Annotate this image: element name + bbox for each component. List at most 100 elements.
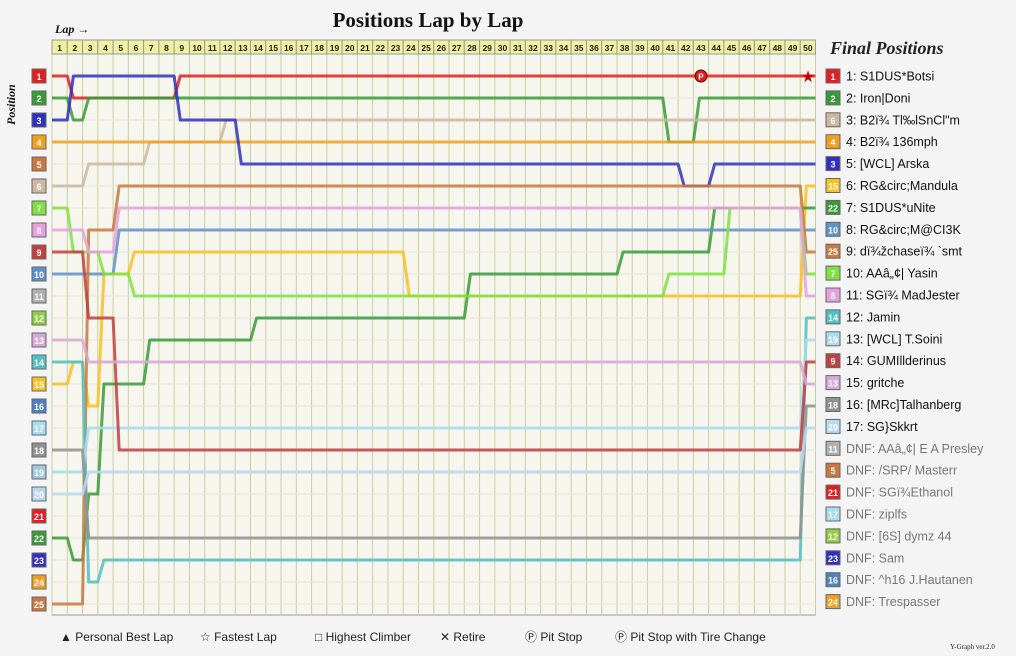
final-position-row: 23 DNF: Sam bbox=[825, 550, 904, 566]
final-position-label: DNF: Sam bbox=[846, 551, 904, 565]
final-number-label: 7 bbox=[830, 269, 835, 279]
final-position-row: 11 DNF: AAâ„¢| E A Presley bbox=[825, 440, 984, 456]
final-number-label: 24 bbox=[828, 598, 838, 608]
final-position-row: 19 13: [WCL] T.Soini bbox=[825, 331, 942, 347]
grid-badge bbox=[31, 486, 47, 502]
final-position-row: 24 DNF: Trespasser bbox=[825, 594, 940, 610]
final-number-badge bbox=[825, 178, 841, 193]
lap-tick-label: 47 bbox=[757, 43, 767, 53]
final-number-badge bbox=[825, 397, 841, 412]
final-number-badge bbox=[825, 594, 841, 610]
final-position-label: 13: [WCL] T.Soini bbox=[846, 332, 942, 346]
grid-badge bbox=[31, 90, 47, 106]
lap-tick-label: 13 bbox=[238, 43, 248, 53]
final-position-label: 6: RG&circ;Mandula bbox=[846, 179, 958, 193]
lap-tick-label: 27 bbox=[452, 43, 462, 53]
final-position-row: 5 DNF: /SRP/ Masterr bbox=[825, 462, 957, 478]
final-number-badge bbox=[825, 287, 841, 303]
final-number-badge bbox=[825, 528, 841, 544]
grid-position-label: 25 bbox=[34, 600, 44, 610]
final-number-badge bbox=[825, 418, 841, 434]
lap-tick-label: 14 bbox=[253, 43, 263, 53]
retire-legend: ✕ Retire bbox=[440, 630, 486, 644]
lap-tick-label: 29 bbox=[482, 43, 492, 53]
final-position-row: 3 5: [WCL] Arska bbox=[825, 156, 929, 172]
lap-tick-label: 32 bbox=[528, 43, 538, 53]
final-position-label: 7: S1DUS*uNite bbox=[846, 201, 936, 215]
lap-tick-label: 10 bbox=[192, 43, 202, 53]
final-number-label: 6 bbox=[830, 116, 835, 126]
lap-tick-label: 6 bbox=[134, 43, 139, 53]
lap-tick-label: 3 bbox=[88, 43, 93, 53]
lap-tick-label: 48 bbox=[773, 43, 783, 53]
lap-tick-label: 38 bbox=[620, 43, 630, 53]
final-number-label: 25 bbox=[828, 247, 838, 257]
final-number-label: 11 bbox=[828, 444, 838, 454]
grid-position-label: 7 bbox=[36, 204, 41, 214]
grid-badge bbox=[31, 156, 47, 172]
series-line bbox=[52, 206, 816, 562]
grid-badge bbox=[31, 420, 47, 436]
pit-stop-label: P bbox=[698, 73, 704, 82]
grid-badge bbox=[31, 398, 47, 414]
series-line bbox=[52, 206, 816, 298]
series-line bbox=[52, 426, 816, 496]
final-position-label: DNF: AAâ„¢| E A Presley bbox=[846, 442, 984, 456]
grid-position-label: 2 bbox=[36, 94, 41, 104]
lap-tick-label: 21 bbox=[360, 43, 370, 53]
version-label: Y-Graph ver.2.0 bbox=[950, 643, 995, 651]
final-number-badge bbox=[825, 572, 841, 588]
grid-badge bbox=[31, 442, 47, 458]
series-line bbox=[52, 206, 816, 298]
final-number-badge bbox=[825, 550, 841, 566]
final-number-label: 15 bbox=[828, 182, 838, 192]
final-position-row: 21 DNF: SGï¾Ethanol bbox=[825, 484, 953, 500]
pit-stop-tire-legend: Ⓟ Pit Stop with Tire Change bbox=[615, 630, 766, 644]
series-line bbox=[52, 228, 816, 276]
lap-tick-label: 46 bbox=[742, 43, 752, 53]
grid-badge bbox=[31, 596, 47, 612]
final-number-label: 18 bbox=[828, 401, 838, 411]
final-position-label: DNF: Trespasser bbox=[846, 595, 940, 609]
series-line bbox=[52, 404, 816, 540]
grid-position-label: 15 bbox=[34, 380, 44, 390]
final-position-row: 8 11: SGï¾ MadJester bbox=[825, 287, 960, 303]
highest-climber-legend: □ Highest Climber bbox=[315, 630, 411, 644]
final-position-label: 3: B2ï¾ Tl‰lSnCl"m bbox=[846, 113, 960, 127]
x-axis-label: Lap → bbox=[55, 22, 90, 36]
final-number-label: 1 bbox=[830, 72, 835, 82]
final-position-label: 5: [WCL] Arska bbox=[846, 157, 929, 171]
final-position-label: 4: B2ï¾ 136mph bbox=[846, 135, 938, 149]
grid-position-label: 12 bbox=[34, 314, 44, 324]
grid-badge bbox=[31, 464, 47, 480]
lap-tick-label: 40 bbox=[650, 43, 660, 53]
grid-position-label: 22 bbox=[34, 534, 44, 544]
lap-tick-label: 7 bbox=[149, 43, 154, 53]
lap-tick-label: 33 bbox=[544, 43, 554, 53]
final-number-label: 2 bbox=[830, 94, 835, 104]
final-position-row: 6 3: B2ï¾ Tl‰lSnCl"m bbox=[825, 112, 960, 128]
series-line bbox=[52, 118, 816, 188]
lap-tick-label: 24 bbox=[406, 43, 416, 53]
lap-tick-label: 16 bbox=[284, 43, 294, 53]
lap-tick-label: 28 bbox=[467, 43, 477, 53]
final-number-badge bbox=[825, 221, 841, 237]
grid-badge bbox=[31, 134, 47, 150]
final-position-row: 14 12: Jamin bbox=[825, 309, 900, 325]
final-positions-title: Final Positions bbox=[830, 38, 944, 58]
final-number-label: 14 bbox=[828, 313, 838, 323]
lap-tick-label: 42 bbox=[681, 43, 691, 53]
final-position-row: 15 6: RG&circ;Mandula bbox=[825, 178, 958, 193]
final-position-label: 14: GUMIllderinus bbox=[846, 354, 946, 368]
fastest-lap-icon: ★ bbox=[801, 69, 815, 86]
lap-tick-label: 39 bbox=[635, 43, 645, 53]
lap-tick-label: 35 bbox=[574, 43, 584, 53]
final-position-row: 18 16: [MRc]Talhanberg bbox=[825, 397, 961, 412]
grid-badge bbox=[31, 508, 47, 524]
grid-position-label: 23 bbox=[34, 556, 44, 566]
lap-tick-label: 12 bbox=[223, 43, 233, 53]
grid-position-label: 19 bbox=[34, 468, 44, 478]
lap-tick-label: 8 bbox=[164, 43, 169, 53]
grid-badge bbox=[31, 552, 47, 568]
